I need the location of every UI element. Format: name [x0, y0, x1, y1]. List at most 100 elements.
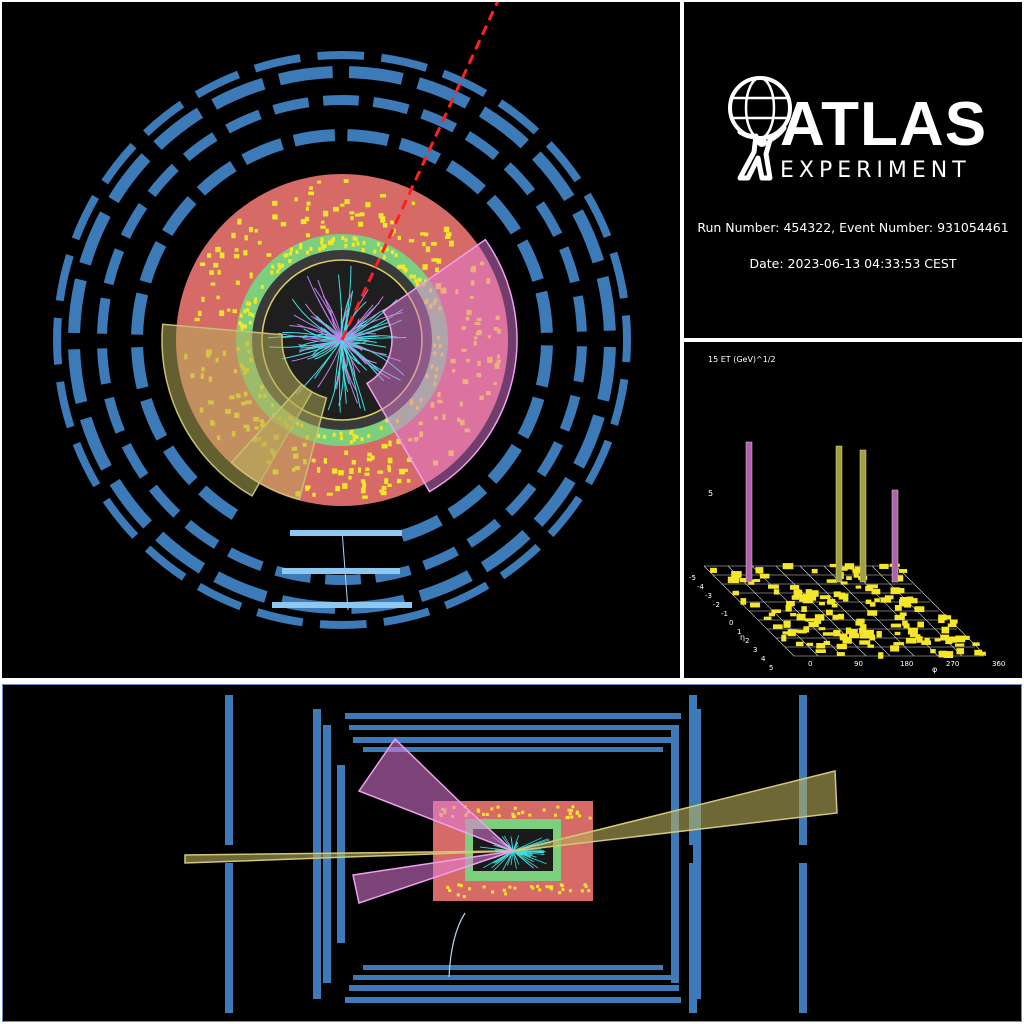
lego-energy-cell: [819, 601, 825, 606]
energy-deposit: [462, 894, 466, 898]
muon-chamber: [559, 394, 581, 432]
energy-deposit: [331, 468, 338, 474]
particle-track: [483, 850, 514, 869]
lego-energy-cell: [790, 613, 797, 617]
energy-deposit: [244, 235, 248, 241]
lego-energy-cell: [796, 613, 806, 621]
lego-eta-tick: -2: [713, 601, 720, 609]
energy-deposit: [316, 467, 321, 473]
energy-deposit: [425, 246, 431, 253]
energy-deposit: [508, 885, 512, 889]
lego-energy-cell: [898, 599, 909, 607]
energy-deposit: [435, 267, 439, 272]
muon-chamber: [102, 497, 139, 539]
energy-deposit: [376, 242, 380, 247]
particle-track: [314, 339, 343, 360]
lego-energy-cell: [867, 610, 878, 616]
lego-energy-cell: [814, 618, 822, 624]
energy-deposit: [496, 805, 500, 809]
energy-deposit: [553, 813, 557, 817]
lego-energy-cell: [890, 645, 900, 652]
lego-energy-cell: [840, 593, 849, 597]
muon-chamber: [559, 246, 580, 284]
lego-energy-cell: [759, 573, 770, 579]
muon-chamber: [194, 70, 240, 99]
energy-deposit: [308, 191, 314, 196]
lego-energy-cell: [836, 643, 847, 650]
energy-deposit: [513, 806, 517, 810]
lego-energy-cell: [874, 598, 880, 603]
muon-chamber: [516, 239, 544, 282]
energy-deposit: [420, 232, 426, 236]
energy-deposit: [322, 434, 326, 439]
energy-deposit: [216, 295, 220, 300]
lego-energy-cell: [763, 616, 772, 620]
muon-chamber: [322, 95, 360, 106]
energy-deposit: [360, 487, 366, 494]
muon-chamber: [147, 163, 179, 197]
atlas-subtitle: EXPERIMENT: [780, 158, 971, 183]
energy-deposit: [355, 434, 359, 439]
energy-deposit: [482, 885, 486, 889]
energy-deposit: [583, 883, 587, 887]
energy-deposit: [312, 492, 316, 497]
muon-chamber: [585, 439, 613, 486]
lego-energy-cell: [924, 637, 930, 645]
muon-endcap-chamber: [799, 863, 807, 1013]
energy-deposit: [348, 475, 352, 480]
muon-chamber: [353, 975, 675, 980]
energy-deposit: [575, 811, 579, 815]
lego-eta-tick: 1: [737, 628, 741, 636]
lego-phi-tick: 90: [854, 660, 863, 668]
lego-eta-tick: 3: [753, 646, 757, 654]
muon-chamber: [79, 211, 111, 266]
energy-deposit: [388, 440, 392, 447]
lego-energy-cell: [878, 652, 884, 659]
muon-chamber-hit: [272, 602, 412, 608]
lego-energy-cell: [876, 630, 882, 638]
muon-chamber: [68, 349, 88, 404]
energy-deposit: [412, 274, 416, 279]
lego-eta-tick: -1: [721, 610, 728, 618]
particle-track: [512, 850, 534, 863]
muon-chamber: [55, 254, 74, 302]
energy-deposit: [424, 232, 429, 237]
lego-energy-cell: [773, 589, 780, 595]
lego-phi-label: φ: [932, 665, 937, 674]
muon-chamber: [349, 985, 679, 991]
muon-chamber-hit: [282, 568, 400, 574]
muon-chamber: [363, 965, 663, 970]
lego-energy-cell: [740, 598, 747, 605]
energy-deposit: [349, 468, 354, 475]
lego-energy-cell: [782, 631, 789, 635]
lego-energy-cell: [934, 638, 941, 642]
lego-energy-cell: [917, 621, 924, 628]
muon-chamber: [349, 725, 679, 730]
lego-energy-cell: [930, 648, 936, 654]
lego-energy-cell: [797, 629, 807, 634]
lego-energy-cell: [842, 637, 852, 644]
transverse-view-panel: [2, 2, 680, 678]
energy-deposit: [536, 884, 540, 888]
lego-energy-cell: [837, 566, 848, 571]
lego-energy-cell: [855, 585, 862, 589]
energy-deposit: [311, 458, 316, 463]
muon-chamber: [144, 545, 187, 581]
lego-energy-cell: [943, 615, 952, 620]
energy-deposit: [571, 805, 575, 809]
muon-chamber: [101, 142, 137, 185]
lego-energy-cell: [843, 596, 849, 602]
lego-energy-cell: [826, 579, 838, 583]
energy-deposit: [545, 885, 549, 889]
muon-endcap-chamber: [693, 709, 701, 859]
lego-energy-cell: [896, 588, 905, 594]
energy-deposit: [304, 216, 310, 222]
energy-deposit: [385, 247, 389, 252]
muon-chamber: [292, 129, 336, 147]
lego-energy-cell: [893, 642, 905, 646]
lego-energy-cell: [974, 649, 983, 656]
energy-deposit: [254, 297, 258, 302]
lego-energy-cell: [860, 624, 867, 631]
lego-energy-cell: [905, 637, 917, 644]
lego-phi-tick: 270: [946, 660, 959, 668]
